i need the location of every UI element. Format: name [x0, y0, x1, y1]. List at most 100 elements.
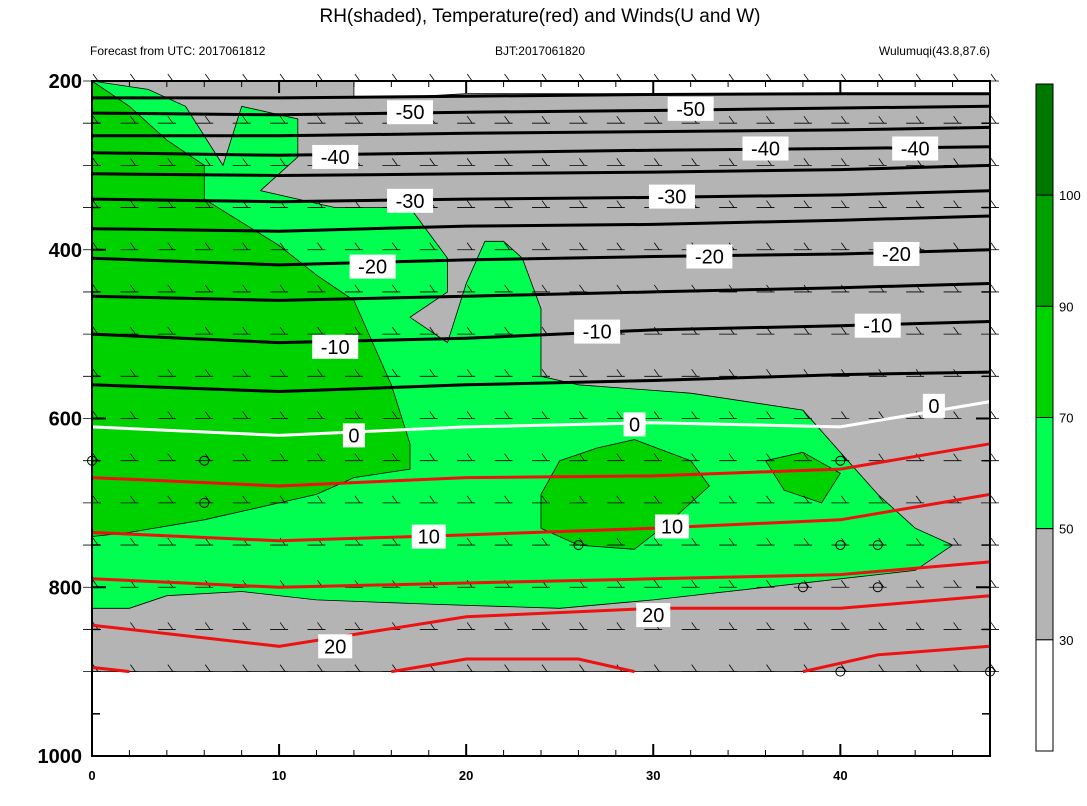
wind-barb-flag — [429, 284, 436, 293]
contour-label: -50 — [387, 100, 434, 125]
temperature-contour-black — [91, 189, 991, 204]
contour-label-text: -10 — [321, 337, 350, 359]
wind-barb-flag — [392, 453, 398, 461]
wind-barb-flag — [990, 326, 997, 335]
wind-barb-flag — [653, 242, 660, 250]
wind-barb-flag — [541, 664, 548, 672]
wind-barb-flag — [279, 664, 286, 672]
wind-barb-flag — [616, 158, 623, 166]
wind-barb-flag — [130, 73, 136, 82]
wind-barb-flag — [204, 115, 211, 124]
wind-barb-flag — [279, 622, 286, 630]
wind-barb-flag — [392, 495, 398, 504]
wind-barb-flag — [279, 115, 286, 124]
chart-title: RH(shaded), Temperature(red) and Winds(U… — [319, 6, 760, 27]
temperature-contour-red — [91, 665, 130, 674]
temperature-contour-black — [91, 214, 991, 233]
wind-barb-flag — [691, 537, 697, 546]
wind-barb-flag — [653, 369, 660, 377]
wind-barb-flag — [878, 200, 885, 208]
temperature-contour-black — [91, 163, 991, 178]
contour-label-box — [636, 603, 671, 628]
wind-barb-flag — [878, 495, 885, 504]
wind-barb-flag — [317, 622, 323, 630]
wind-barb-flag — [728, 537, 735, 546]
wind-barb-flag — [616, 411, 623, 419]
wind-barb-flag — [579, 664, 585, 672]
contour-label-text: -50 — [676, 99, 705, 121]
wind-barb-flag — [953, 453, 959, 461]
wind-barb-flag — [766, 73, 772, 82]
contour-label-box — [574, 319, 621, 344]
contour-label: 10 — [411, 524, 446, 549]
wind-barb-flag — [953, 284, 959, 293]
wind-barb-flag — [279, 73, 286, 82]
wind-barb-flag — [841, 115, 847, 124]
wind-barb-flag — [990, 411, 997, 419]
wind-barb-flag — [878, 115, 885, 124]
wind-barb-flag — [803, 495, 810, 504]
wind-barb-flag — [429, 411, 436, 419]
wind-barb-flag — [541, 115, 548, 124]
temperature-contour-red — [802, 644, 991, 674]
contour-label: -10 — [854, 313, 901, 338]
wind-barb-flag — [915, 326, 922, 335]
wind-barb-flag — [466, 453, 473, 461]
wind-barb-flag — [953, 537, 959, 546]
wind-barb-flag — [728, 158, 735, 166]
wind-barb-flag — [541, 158, 548, 166]
wind-barb-flag — [130, 158, 136, 166]
contour-label-text: 10 — [661, 517, 683, 539]
wind-barb-flag — [990, 369, 997, 377]
wind-barb-flag — [803, 411, 810, 419]
wind-barb-flag — [541, 369, 548, 377]
contour-label-box — [312, 144, 359, 169]
wind-barb-flag — [766, 453, 772, 461]
contour-label-box — [686, 244, 733, 269]
wind-barb-flag — [504, 326, 510, 335]
wind-barb-flag — [616, 369, 623, 377]
contour-label-box — [342, 423, 365, 448]
wind-barb-flag — [354, 495, 361, 504]
wind-barb-flag — [728, 453, 735, 461]
wind-barb-flag — [242, 495, 248, 504]
wind-barb-flag — [204, 664, 211, 672]
wind-barb-flag — [279, 242, 286, 250]
x-tick-label: 30 — [646, 768, 660, 783]
wind-barb-flag — [204, 622, 211, 630]
wind-barb-flag — [354, 622, 361, 630]
wind-barb-flag — [429, 73, 436, 82]
wind-barb-flag — [279, 158, 286, 166]
wind-barb-flag — [728, 495, 735, 504]
wind-barb-flag — [504, 284, 510, 293]
colorbar-label: 70 — [1059, 411, 1073, 426]
contour-label-box — [854, 313, 901, 338]
wind-barb-flag — [616, 495, 623, 504]
wind-barb-flag — [242, 622, 248, 630]
wind-barb-flag — [691, 622, 697, 630]
contour-label-text: -20 — [358, 257, 387, 279]
wind-barb-flag — [915, 495, 922, 504]
x-tick-label: 0 — [88, 768, 95, 783]
y-tick-label: 400 — [49, 240, 82, 262]
wind-barb-flag — [728, 622, 735, 630]
wind-barb-flag — [541, 411, 548, 419]
chart-subtitle-center: BJT:2017061820 — [495, 44, 585, 58]
wind-barb-flag — [504, 495, 510, 504]
contour-label: -20 — [349, 254, 396, 279]
contour-label-text: -20 — [695, 247, 724, 269]
wind-barb-flag — [92, 200, 99, 208]
wind-barb-flag — [242, 73, 248, 82]
wind-barb-flag — [92, 284, 99, 293]
wind-barb-flag — [766, 242, 772, 250]
wind-barb-flag — [766, 580, 772, 588]
wind-barb-flag — [466, 411, 473, 419]
wind-barb-flag — [878, 158, 885, 166]
wind-barb-flag — [691, 664, 697, 672]
wind-barb-flag — [354, 115, 361, 124]
wind-barb-flag — [504, 453, 510, 461]
contour-label-text: -10 — [863, 316, 892, 338]
wind-barb-flag — [317, 284, 323, 293]
wind-barb-flag — [953, 115, 959, 124]
wind-barb-flag — [766, 200, 772, 208]
